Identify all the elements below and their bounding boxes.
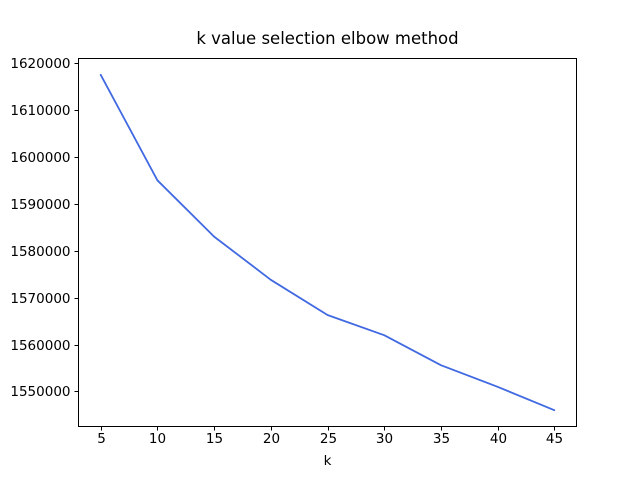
x-tick-label: 25 [320, 431, 337, 447]
y-tick-label: 1580000 [10, 244, 70, 260]
chart-title: k value selection elbow method [196, 29, 459, 48]
x-tick-label: 40 [490, 431, 507, 447]
y-tick-label: 1560000 [10, 338, 70, 354]
y-tick-label: 1610000 [10, 103, 70, 119]
y-tick-label: 1600000 [10, 150, 70, 166]
x-tick-label: 10 [149, 431, 166, 447]
x-tick-label: 45 [546, 431, 563, 447]
x-tick-label: 30 [376, 431, 393, 447]
x-tick-label: 5 [97, 431, 106, 447]
x-tick-label: 35 [433, 431, 450, 447]
x-tick-label: 15 [206, 431, 223, 447]
y-tick-label: 1570000 [10, 291, 70, 307]
y-tick-label: 1550000 [10, 384, 70, 400]
axes-spines [78, 58, 577, 427]
x-axis-label: k [323, 453, 332, 469]
y-tick-label: 1620000 [10, 56, 70, 72]
y-tick-label: 1590000 [10, 197, 70, 213]
x-tick-label: 20 [263, 431, 280, 447]
elbow-curve-line [99, 73, 556, 412]
